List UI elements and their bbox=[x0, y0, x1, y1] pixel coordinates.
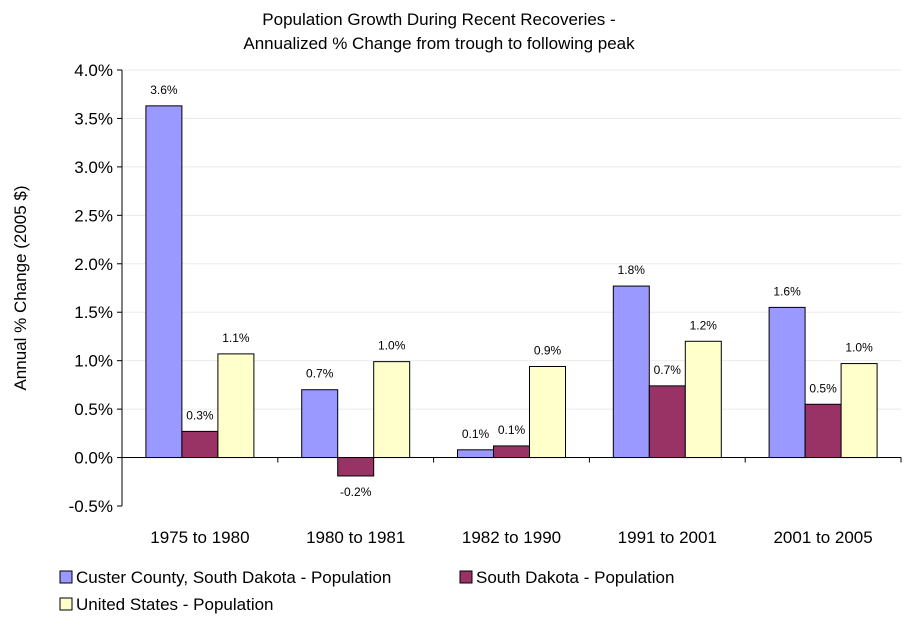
y-tick-label: 2.0% bbox=[74, 255, 113, 274]
data-label: 0.1% bbox=[498, 423, 526, 437]
legend-swatch bbox=[59, 597, 73, 611]
legend-label: United States - Population bbox=[76, 595, 274, 614]
y-tick-label: 1.0% bbox=[74, 352, 113, 371]
data-label: 0.9% bbox=[534, 343, 562, 357]
x-tick-label: 1982 to 1990 bbox=[462, 528, 561, 547]
data-label: 0.1% bbox=[462, 427, 490, 441]
data-label: 1.6% bbox=[773, 284, 801, 298]
bar bbox=[457, 449, 494, 459]
data-label: 1.0% bbox=[845, 341, 873, 355]
x-tick-label: 1980 to 1981 bbox=[306, 528, 405, 547]
chart-title-line-2: Annualized % Change from trough to follo… bbox=[243, 34, 635, 53]
y-tick-label: 0.0% bbox=[74, 449, 113, 468]
data-label: 3.6% bbox=[150, 83, 178, 97]
data-label: 1.2% bbox=[690, 318, 718, 332]
bar bbox=[217, 353, 255, 459]
bar bbox=[840, 363, 878, 459]
y-tick-label: 1.5% bbox=[74, 303, 113, 322]
x-tick-label: 2001 to 2005 bbox=[773, 528, 872, 547]
y-tick-label: 4.0% bbox=[74, 61, 113, 80]
legend-swatch bbox=[59, 570, 73, 584]
y-axis-label: Annual % Change (2005 $) bbox=[11, 185, 30, 390]
bar bbox=[648, 385, 686, 459]
legend-swatch bbox=[459, 570, 473, 584]
data-label: 0.7% bbox=[306, 367, 334, 381]
bar bbox=[181, 430, 219, 459]
y-tick-label: 3.5% bbox=[74, 109, 113, 128]
data-labels: 3.6% 0.3% 1.1% 0.7% -0.2% 1.0% 0.1% 0.1% 0.9% 1.8… bbox=[150, 83, 873, 499]
y-tick-label: 2.5% bbox=[74, 206, 113, 225]
y-tick-label: 3.0% bbox=[74, 158, 113, 177]
bar bbox=[493, 445, 530, 459]
bar bbox=[612, 285, 650, 459]
data-label: 1.8% bbox=[618, 263, 646, 277]
x-tick-label: 1991 to 2001 bbox=[618, 528, 717, 547]
bar bbox=[529, 365, 566, 459]
bar bbox=[145, 105, 183, 459]
data-label: 1.0% bbox=[378, 339, 406, 353]
legend-label: Custer County, South Dakota - Population bbox=[76, 568, 391, 587]
bar bbox=[804, 403, 842, 459]
y-tick-label: 0.5% bbox=[74, 400, 113, 419]
bar bbox=[373, 361, 411, 459]
bar bbox=[337, 457, 375, 477]
legend-label: South Dakota - Population bbox=[476, 568, 674, 587]
legend: Custer County, South Dakota - Population… bbox=[59, 568, 674, 614]
data-label: 0.7% bbox=[654, 363, 682, 377]
bar bbox=[768, 306, 806, 459]
bar bbox=[301, 389, 339, 459]
data-label: -0.2% bbox=[340, 485, 372, 499]
chart-title-line-1: Population Growth During Recent Recoveri… bbox=[262, 10, 615, 29]
y-tick-label: -0.5% bbox=[69, 497, 113, 516]
axes bbox=[117, 69, 902, 507]
bar bbox=[684, 340, 722, 459]
data-label: 0.3% bbox=[186, 408, 214, 422]
bars bbox=[145, 105, 878, 477]
tick-labels: -0.5% 0.0% 0.5% 1.0% 1.5% 2.0% 2.5% 3.0% 3.5% 4.0… bbox=[69, 61, 873, 547]
data-label: 0.5% bbox=[809, 381, 837, 395]
x-tick-label: 1975 to 1980 bbox=[150, 528, 249, 547]
data-label: 1.1% bbox=[222, 331, 250, 345]
